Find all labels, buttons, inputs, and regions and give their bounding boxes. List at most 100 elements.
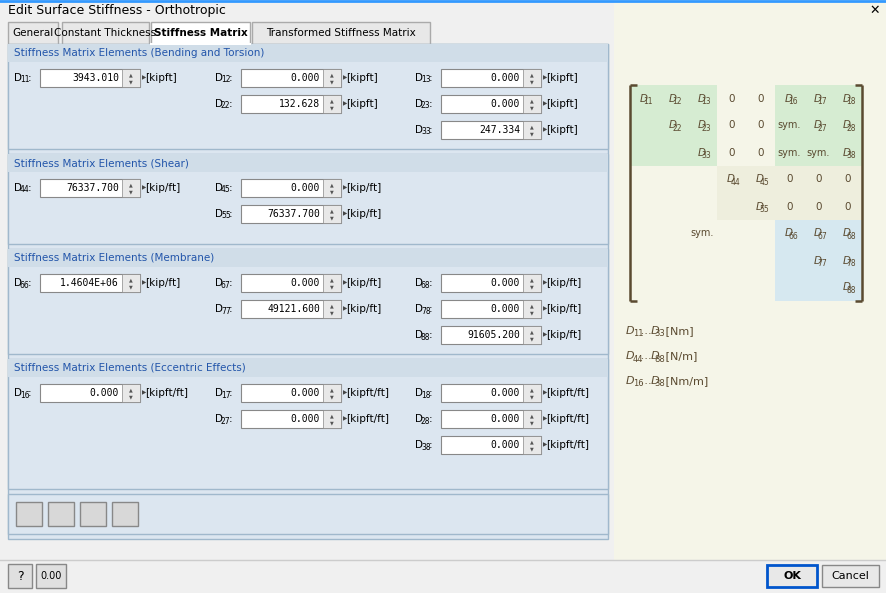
Text: 11: 11 <box>20 75 29 84</box>
Bar <box>745 247 774 274</box>
Text: D: D <box>842 228 850 238</box>
Text: 0.000: 0.000 <box>490 278 519 288</box>
Text: [Nm/m]: [Nm/m] <box>661 376 707 386</box>
Text: Transformed Stiffness Matrix: Transformed Stiffness Matrix <box>266 28 416 38</box>
Text: D: D <box>626 351 633 361</box>
Bar <box>774 274 803 301</box>
Text: ▲: ▲ <box>530 329 533 334</box>
Text: General: General <box>12 28 53 38</box>
Bar <box>523 436 540 454</box>
Bar <box>440 121 540 139</box>
Bar <box>803 247 832 274</box>
Text: 23: 23 <box>701 124 711 133</box>
Text: [kipft]: [kipft] <box>546 73 577 83</box>
Bar <box>48 502 74 526</box>
Text: [kip/ft]: [kip/ft] <box>346 209 381 219</box>
Text: Constant Thickness: Constant Thickness <box>54 28 157 38</box>
Text: 0.000: 0.000 <box>291 388 320 398</box>
Text: 17: 17 <box>221 391 230 400</box>
Bar <box>832 193 861 220</box>
Text: 28: 28 <box>421 416 430 426</box>
Bar <box>0 560 886 593</box>
Text: D: D <box>639 94 647 104</box>
Bar <box>241 69 340 87</box>
Bar <box>774 85 803 112</box>
Text: 38: 38 <box>421 442 430 451</box>
Text: ?: ? <box>17 569 23 582</box>
Bar <box>16 502 42 526</box>
Text: ▼: ▼ <box>330 105 333 110</box>
Text: 88: 88 <box>845 286 855 295</box>
Text: 0.000: 0.000 <box>291 73 320 83</box>
Text: D: D <box>726 174 734 184</box>
Bar <box>745 112 774 139</box>
Text: [kip/ft]: [kip/ft] <box>546 278 580 288</box>
Text: 91605.200: 91605.200 <box>467 330 519 340</box>
Text: [kipft/ft]: [kipft/ft] <box>546 414 588 424</box>
Text: 16: 16 <box>633 380 643 388</box>
Text: 16: 16 <box>20 391 29 400</box>
Bar <box>658 193 688 220</box>
Bar <box>716 274 745 301</box>
Bar <box>323 410 340 428</box>
Text: [kipft]: [kipft] <box>144 73 176 83</box>
Text: D: D <box>214 99 222 109</box>
Text: [kipft/ft]: [kipft/ft] <box>546 440 588 450</box>
Text: ▶: ▶ <box>343 280 346 285</box>
Bar <box>241 384 340 402</box>
Bar <box>523 384 540 402</box>
Text: 18: 18 <box>845 97 855 106</box>
Bar <box>241 95 340 113</box>
Text: D: D <box>14 73 22 83</box>
Text: ▲: ▲ <box>530 387 533 392</box>
Text: D: D <box>415 304 423 314</box>
Text: ▶: ▶ <box>542 127 547 132</box>
Text: ▲: ▲ <box>129 277 133 282</box>
Text: :: : <box>429 99 432 109</box>
Bar <box>745 220 774 247</box>
Text: 22: 22 <box>221 101 230 110</box>
Text: D: D <box>214 304 222 314</box>
Bar <box>832 112 861 139</box>
Bar <box>716 247 745 274</box>
Text: ▲: ▲ <box>530 439 533 444</box>
Text: ▼: ▼ <box>129 189 133 194</box>
Text: D: D <box>415 388 423 398</box>
Bar <box>40 179 140 197</box>
Text: ▲: ▲ <box>330 387 333 392</box>
Text: ▼: ▼ <box>530 336 533 341</box>
Text: ▶: ▶ <box>542 333 547 337</box>
Bar <box>774 139 803 166</box>
Text: 11: 11 <box>633 330 642 339</box>
Bar <box>523 326 540 344</box>
Bar <box>241 274 340 292</box>
Text: ▶: ▶ <box>343 212 346 216</box>
Bar <box>241 300 340 318</box>
Bar <box>716 220 745 247</box>
Text: [kipft/ft]: [kipft/ft] <box>546 388 588 398</box>
Text: 68: 68 <box>845 232 855 241</box>
Text: 0.000: 0.000 <box>291 278 320 288</box>
Text: ▲: ▲ <box>129 182 133 187</box>
Bar <box>803 85 832 112</box>
Bar <box>8 22 58 44</box>
Text: ▶: ▶ <box>542 442 547 448</box>
Text: ▲: ▲ <box>530 124 533 129</box>
Text: ✕: ✕ <box>868 4 879 17</box>
Text: ▼: ▼ <box>530 310 533 315</box>
Text: Stiffness Matrix: Stiffness Matrix <box>153 28 247 38</box>
Text: D: D <box>14 183 22 193</box>
Text: 38: 38 <box>653 380 664 388</box>
Text: 45: 45 <box>758 178 768 187</box>
Text: :: : <box>429 388 432 398</box>
Bar <box>745 85 774 112</box>
Text: 132.628: 132.628 <box>278 99 320 109</box>
Text: ▲: ▲ <box>330 208 333 213</box>
Text: 18: 18 <box>421 391 430 400</box>
Text: D: D <box>696 94 704 104</box>
Text: ▶: ▶ <box>142 186 146 190</box>
Text: 76337.700: 76337.700 <box>66 183 119 193</box>
Text: 28: 28 <box>845 124 855 133</box>
Text: 0.00: 0.00 <box>40 571 62 581</box>
Bar <box>745 193 774 220</box>
